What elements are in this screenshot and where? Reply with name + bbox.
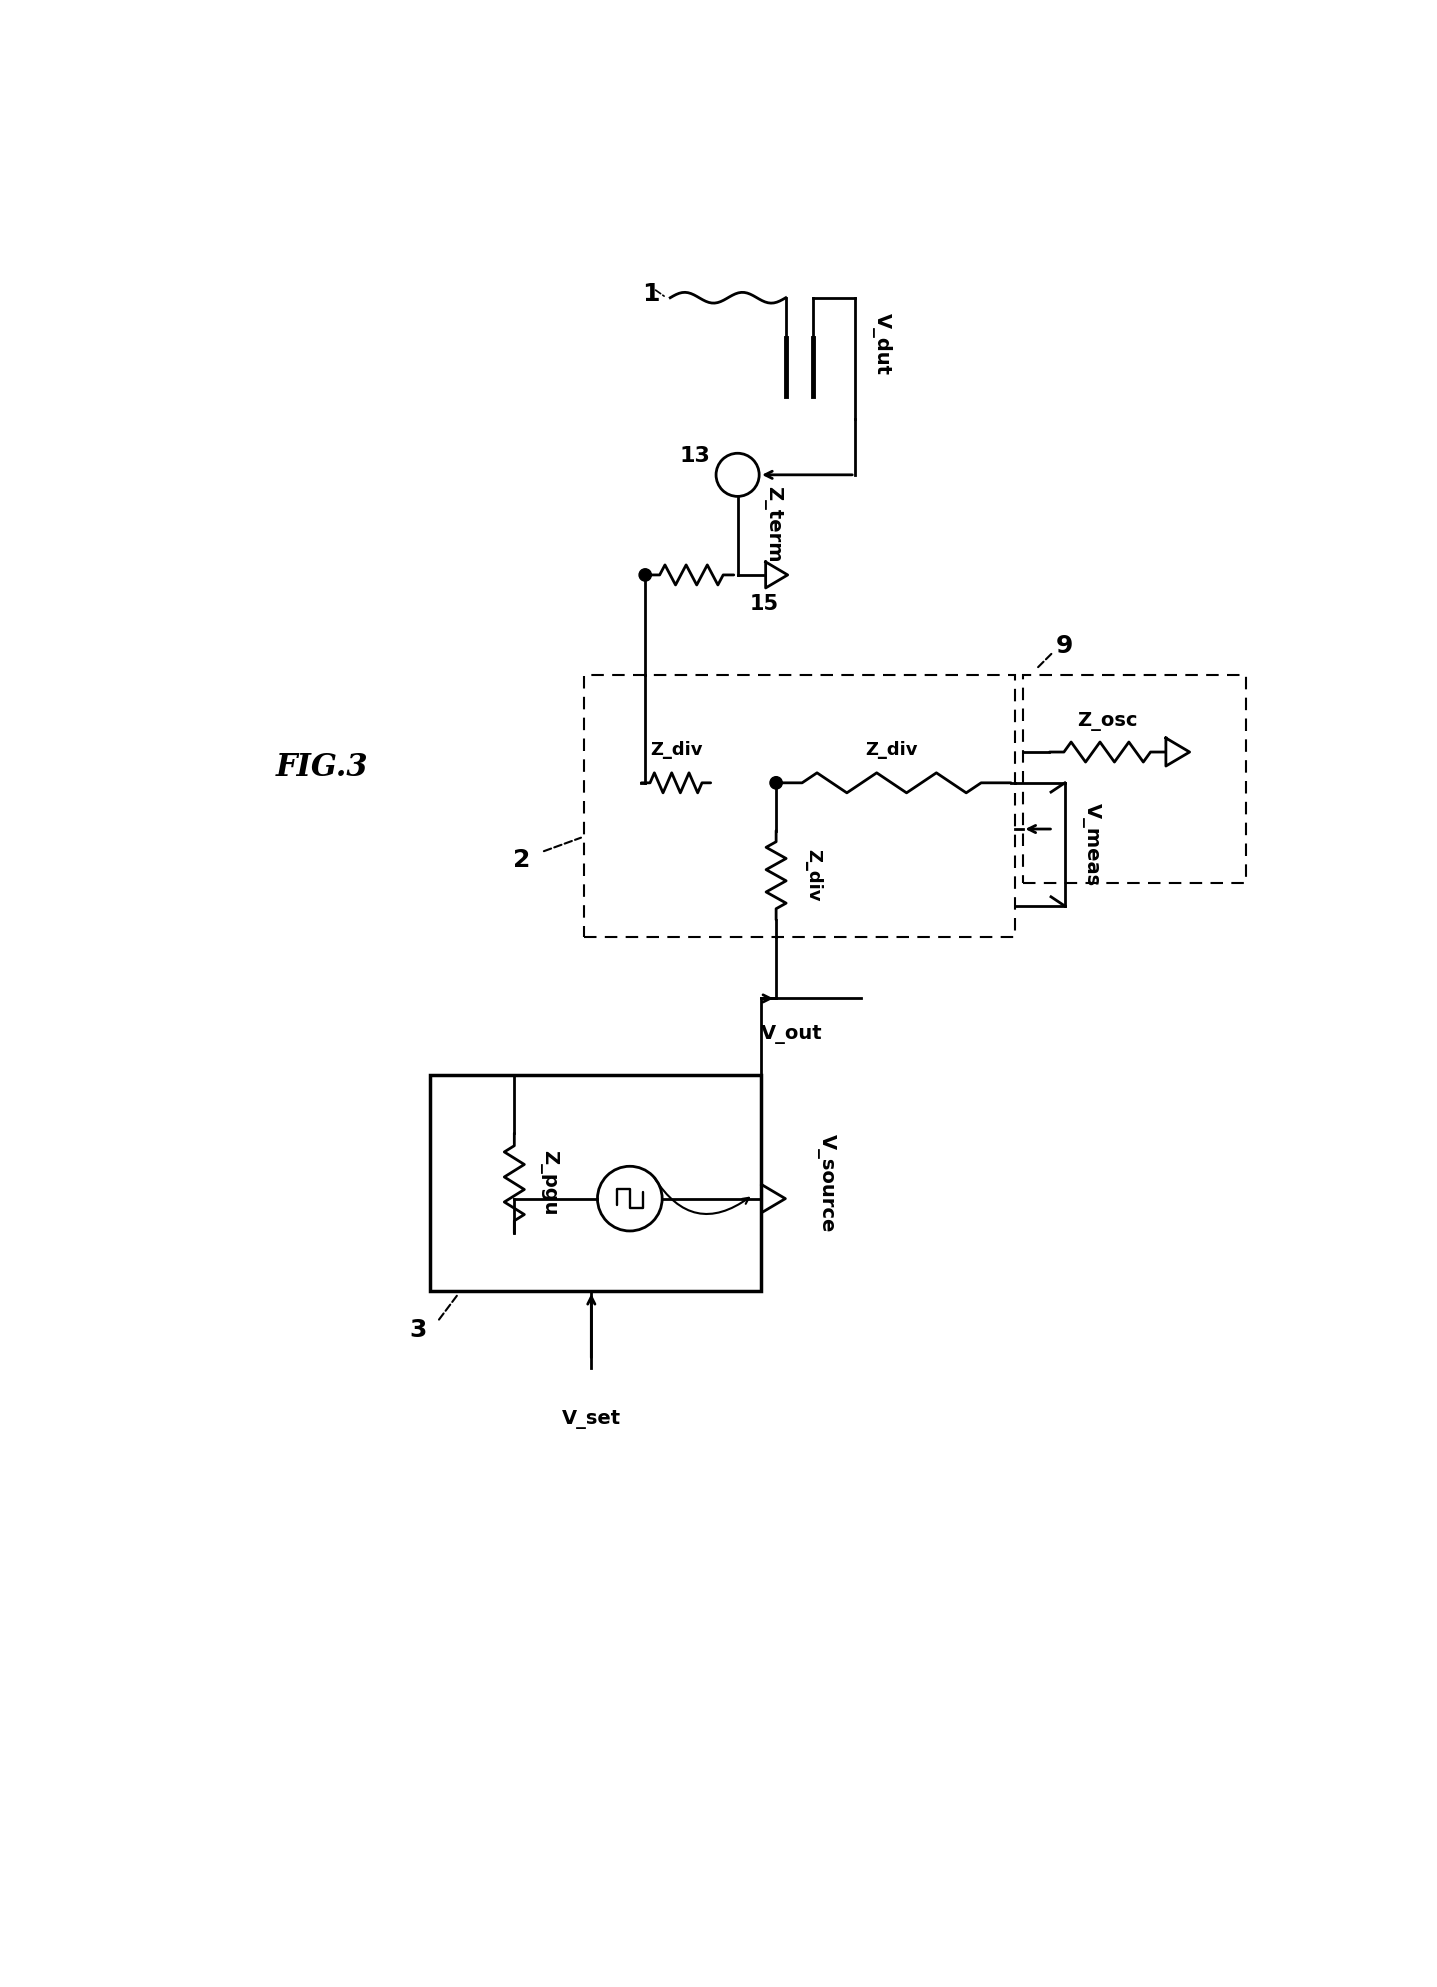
- Text: V_source: V_source: [816, 1135, 836, 1232]
- Text: FIG.3: FIG.3: [276, 751, 368, 783]
- Circle shape: [639, 568, 651, 580]
- Text: Z_term: Z_term: [763, 487, 782, 562]
- Text: Z_osc: Z_osc: [1076, 711, 1138, 731]
- Bar: [583, 676, 1015, 936]
- Text: 9: 9: [1056, 634, 1073, 658]
- Text: Z_div: Z_div: [865, 741, 918, 759]
- Text: V_meas: V_meas: [1082, 803, 1101, 886]
- Bar: [430, 1075, 760, 1292]
- Circle shape: [770, 777, 782, 789]
- Text: 1: 1: [642, 282, 660, 306]
- Text: V_dut: V_dut: [872, 312, 892, 376]
- Text: 2: 2: [513, 848, 530, 872]
- Text: V_set: V_set: [562, 1411, 621, 1429]
- Text: Z_div: Z_div: [650, 741, 703, 759]
- Text: 3: 3: [410, 1317, 427, 1341]
- Text: Z_pgu: Z_pgu: [539, 1150, 559, 1216]
- Text: 13: 13: [680, 445, 711, 465]
- Text: 15: 15: [750, 594, 779, 614]
- Text: Z_div: Z_div: [805, 848, 822, 902]
- Bar: [1023, 676, 1246, 882]
- Text: V_out: V_out: [760, 1025, 822, 1045]
